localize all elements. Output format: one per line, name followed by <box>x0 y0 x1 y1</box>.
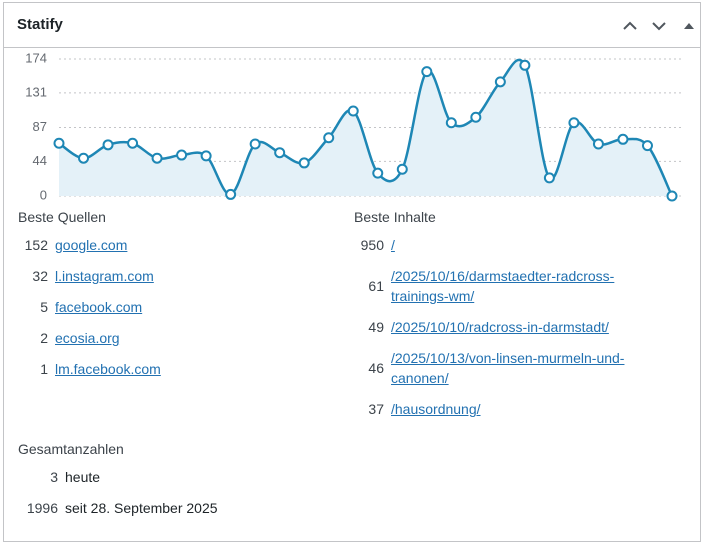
point <box>617 133 629 145</box>
list-row: 61/2025/10/16/darmstaedter-radcross-trai… <box>354 266 654 306</box>
list-row: 1996 seit 28. September 2025 <box>18 498 338 518</box>
widget-header: Statify <box>4 3 700 48</box>
link[interactable]: /2025/10/10/radcross-in-darmstadt/ <box>391 319 609 335</box>
point <box>151 152 163 164</box>
point <box>249 138 261 150</box>
point <box>543 172 555 184</box>
count: 49 <box>368 319 384 335</box>
count: 1 <box>40 361 48 377</box>
point <box>445 117 457 129</box>
label: heute <box>65 469 101 485</box>
section-title: Beste Quellen <box>18 209 106 225</box>
count: 152 <box>24 237 48 253</box>
point <box>78 152 90 164</box>
link[interactable]: facebook.com <box>55 299 143 315</box>
totals-section: Gesamtanzahlen 3 heute 1996 seit 28. Septem… <box>18 441 338 529</box>
point <box>176 149 188 161</box>
point <box>396 163 408 175</box>
link[interactable]: l.instagram.com <box>55 268 154 284</box>
section-title: Gesamtanzahlen <box>18 441 124 457</box>
link[interactable]: /2025/10/16/darmstaedter-radcross-traini… <box>391 268 615 304</box>
point <box>421 66 433 78</box>
list-row: 32 l.instagram.com <box>18 266 338 286</box>
y-tick-label: 44 <box>33 153 47 168</box>
chart: 0 44 87 131 174 <box>25 50 684 202</box>
list-row: 2 ecosia.org <box>18 328 338 348</box>
y-tick-label: 87 <box>33 119 47 134</box>
toggle-button[interactable] <box>684 23 694 29</box>
sources-section: Beste Quellen 152 google.com 32 l.instagram… <box>18 209 338 390</box>
point <box>225 188 237 200</box>
point <box>53 137 65 149</box>
count: 32 <box>32 268 48 284</box>
point <box>200 150 212 162</box>
count: 46 <box>368 360 384 376</box>
point <box>102 139 114 151</box>
y-tick-label: 174 <box>25 50 47 65</box>
move-down-button[interactable] <box>652 22 666 31</box>
link[interactable]: /hausordnung/ <box>391 401 481 417</box>
point <box>519 59 531 71</box>
count: 61 <box>368 278 384 294</box>
point <box>470 111 482 123</box>
link[interactable]: /2025/10/13/von-linsen-murmeln-und-canon… <box>391 350 625 386</box>
link[interactable]: google.com <box>55 237 128 253</box>
point <box>568 117 580 129</box>
link[interactable]: / <box>391 237 395 253</box>
point <box>298 157 310 169</box>
list-row: 46/2025/10/13/von-linsen-murmeln-und-can… <box>354 348 654 388</box>
point <box>274 147 286 159</box>
list-row: 3 heute <box>18 467 338 487</box>
list-row: 1 lm.facebook.com <box>18 359 338 379</box>
point <box>494 76 506 88</box>
statify-widget: Statify 0 44 87 131 174 Beste Quellen 152 goo… <box>3 2 701 542</box>
point <box>323 132 335 144</box>
list-row: 5 facebook.com <box>18 297 338 317</box>
count: 1996 <box>26 500 58 516</box>
link[interactable]: ecosia.org <box>55 330 120 346</box>
count: 3 <box>50 469 58 485</box>
point <box>372 167 384 179</box>
point <box>347 105 359 117</box>
y-tick-label: 0 <box>40 187 47 202</box>
link[interactable]: lm.facebook.com <box>55 361 161 377</box>
widget-controls <box>623 21 694 31</box>
point <box>666 190 678 202</box>
count: 2 <box>40 330 48 346</box>
list-row: 37/hausordnung/ <box>354 399 654 419</box>
section-title: Beste Inhalte <box>354 209 436 225</box>
count: 950 <box>360 237 384 253</box>
point <box>592 138 604 150</box>
y-tick-label: 131 <box>25 84 47 99</box>
move-up-button[interactable] <box>623 21 637 30</box>
widget-title: Statify <box>17 16 63 33</box>
label: seit 28. September 2025 <box>65 500 218 516</box>
list-row: 152 google.com <box>18 235 338 255</box>
count: 37 <box>368 401 384 417</box>
count: 5 <box>40 299 48 315</box>
contents-section: Beste Inhalte 950 / 61/2025/10/16/darmstae… <box>354 209 654 430</box>
point <box>641 140 653 152</box>
point <box>127 137 139 149</box>
list-row: 950 / <box>354 235 654 255</box>
area <box>59 59 672 196</box>
list-row: 49/2025/10/10/radcross-in-darmstadt/ <box>354 317 654 337</box>
